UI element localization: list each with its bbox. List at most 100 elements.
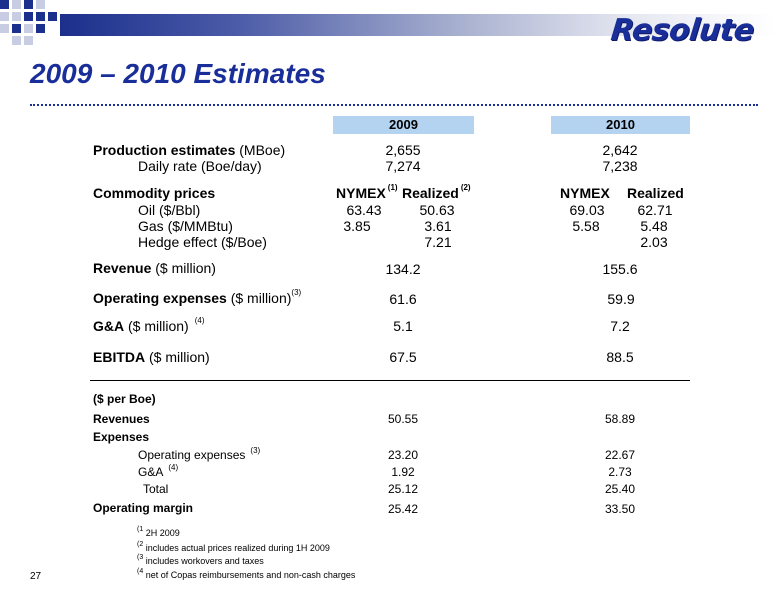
page-title: 2009 – 2010 Estimates <box>30 58 326 89</box>
per-boe-margin-label: Operating margin <box>93 501 194 515</box>
gas-realized-2010: 5.48 <box>640 218 668 234</box>
revenue-2009: 134.2 <box>385 261 421 277</box>
oil-label: Oil ($/Bbl) <box>138 202 201 218</box>
opex-label: Operating expenses ($ million)(3) <box>93 288 302 306</box>
decor-square <box>12 12 21 21</box>
ebitda-label: EBITDA ($ million) <box>93 349 210 365</box>
decor-square <box>36 0 45 9</box>
per-boe-expenses-label: Expenses <box>93 430 150 444</box>
opex-2010: 59.9 <box>607 291 635 307</box>
gas-nymex-2010: 5.58 <box>572 218 600 234</box>
production-2009: 2,655 <box>385 142 421 158</box>
footnote-2-mark: (2 <box>137 541 144 548</box>
realized-footnote-mark: (2) <box>460 183 471 192</box>
oil-realized-2009: 50.63 <box>419 202 455 218</box>
revenue-label: Revenue ($ million) <box>93 260 216 276</box>
column-header-2010: 2010 <box>551 116 690 134</box>
daily-rate-2009: 7,274 <box>385 158 421 174</box>
footnote-2-text: includes actual prices realized during 1… <box>145 543 330 553</box>
per-boe-ga-footnote-mark: (4) <box>168 463 179 472</box>
decor-square <box>24 36 33 45</box>
footnote-1-text: 2H 2009 <box>145 528 180 538</box>
per-boe-opex-2009: 23.20 <box>387 448 419 462</box>
ga-2010: 7.2 <box>610 318 630 334</box>
decor-square <box>0 24 9 33</box>
production-label: Production estimates (MBoe) <box>93 142 285 158</box>
per-boe-opex-footnote-mark: (3) <box>250 446 261 455</box>
ga-label: G&A ($ million) (4) <box>93 316 205 334</box>
daily-rate-label: Daily rate (Boe/day) <box>138 158 262 174</box>
decor-square <box>0 0 9 9</box>
nymex-header-2009: NYMEX (1) <box>336 183 398 201</box>
opex-2009: 61.6 <box>389 291 417 307</box>
footnote-4-text: net of Copas reimbursements and non-cash… <box>145 570 356 580</box>
header-gradient-bar <box>60 14 776 36</box>
oil-realized-2010: 62.71 <box>637 202 673 218</box>
realized-text: Realized <box>402 185 459 201</box>
production-title: Production estimates <box>93 142 236 158</box>
decor-square <box>48 12 57 21</box>
per-boe-ga-2010: 2.73 <box>608 465 632 479</box>
gas-label: Gas ($/MMBtu) <box>138 218 233 234</box>
daily-rate-2010: 7,238 <box>602 158 638 174</box>
header-band: Resolute <box>0 0 776 50</box>
commodity-label: Commodity prices <box>93 185 216 201</box>
title-divider <box>30 104 758 106</box>
decor-square <box>24 12 33 21</box>
nymex-header-2010: NYMEX <box>560 185 610 201</box>
gas-nymex-2009: 3.85 <box>343 218 371 234</box>
ga-title: G&A <box>93 318 125 334</box>
footnote-3-mark: (3 <box>137 554 144 561</box>
resolute-logo: Resolute <box>609 13 756 48</box>
nymex-footnote-mark: (1) <box>387 183 398 192</box>
ga-2009: 5.1 <box>393 318 413 334</box>
ga-unit: ($ million) <box>124 318 189 334</box>
decor-square <box>36 24 45 33</box>
footnote-2: (2 includes actual prices realized durin… <box>137 541 330 553</box>
decor-square <box>12 24 21 33</box>
ebitda-2009: 67.5 <box>389 349 417 365</box>
ebitda-unit: ($ million) <box>145 349 210 365</box>
realized-header-2009: Realized (2) <box>402 183 471 201</box>
realized-header-2010: Realized <box>627 185 684 201</box>
per-boe-revenues-2009: 50.55 <box>387 412 419 426</box>
opex-unit: ($ million) <box>226 290 292 306</box>
oil-nymex-2009: 63.43 <box>346 202 382 218</box>
page-number: 27 <box>30 571 42 582</box>
per-boe-margin-2010: 33.50 <box>604 502 636 516</box>
per-boe-total-2009: 25.12 <box>387 482 419 496</box>
footnote-1: (1 2H 2009 <box>137 526 180 538</box>
ebitda-title: EBITDA <box>93 349 146 365</box>
per-boe-opex-2010: 22.67 <box>604 448 636 462</box>
gas-realized-2009: 3.61 <box>424 218 452 234</box>
revenue-unit: ($ million) <box>151 260 216 276</box>
decor-square <box>12 0 21 9</box>
revenue-2010: 155.6 <box>602 261 638 277</box>
per-boe-opex-text: Operating expenses <box>138 448 246 462</box>
ebitda-2010: 88.5 <box>606 349 634 365</box>
decor-square <box>0 12 9 21</box>
footnote-1-mark: (1 <box>137 526 144 533</box>
per-boe-revenues-2010: 58.89 <box>604 412 636 426</box>
per-boe-margin-2009: 25.42 <box>387 502 419 516</box>
per-boe-ga-text: G&A <box>138 465 164 479</box>
decor-square <box>24 0 33 9</box>
production-unit: (MBoe) <box>235 142 286 158</box>
footnote-3: (3 includes workovers and taxes <box>137 554 264 566</box>
decor-square <box>24 24 33 33</box>
per-boe-total-2010: 25.40 <box>604 482 636 496</box>
hedge-realized-2009: 7.21 <box>424 234 452 250</box>
opex-title: Operating expenses <box>93 290 227 306</box>
hedge-label: Hedge effect ($/Boe) <box>138 234 267 250</box>
decor-square <box>36 12 45 21</box>
per-boe-heading: ($ per Boe) <box>93 392 156 406</box>
per-boe-total-label: Total <box>143 482 169 496</box>
decor-square <box>12 36 21 45</box>
per-boe-revenues-label: Revenues <box>93 412 150 426</box>
per-boe-ga-2009: 1.92 <box>391 465 415 479</box>
per-boe-ga-label: G&A (4) <box>138 463 179 479</box>
opex-footnote-mark: (3) <box>291 288 302 297</box>
oil-nymex-2010: 69.03 <box>569 202 605 218</box>
ga-footnote-mark: (4) <box>194 316 205 325</box>
nymex-text: NYMEX <box>336 185 386 201</box>
